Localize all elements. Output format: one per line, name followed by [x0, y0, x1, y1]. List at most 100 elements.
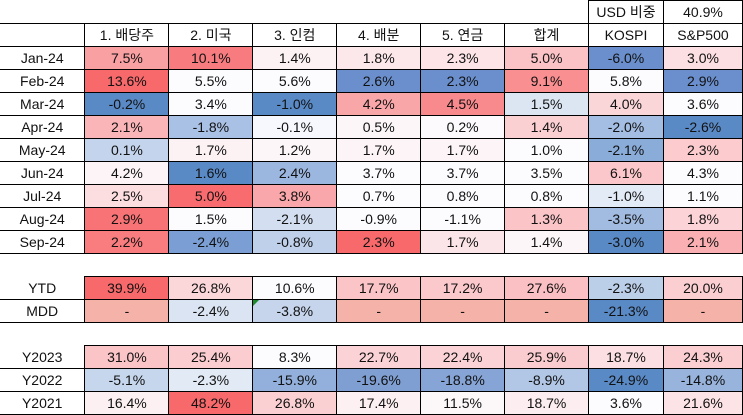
row-label[interactable]: Y2021 [0, 391, 85, 415]
value-cell[interactable]: 3.0% [662, 46, 743, 70]
value-cell[interactable]: -1.8% [168, 115, 254, 139]
row-label[interactable]: YTD [0, 276, 85, 300]
value-cell[interactable]: 9.1% [504, 69, 589, 93]
value-cell[interactable]: 25.9% [504, 345, 589, 369]
row-label[interactable]: Jun-24 [0, 161, 85, 185]
row-label[interactable]: Sep-24 [0, 230, 85, 254]
row-label[interactable]: Aug-24 [0, 207, 85, 231]
value-cell[interactable]: 5.6% [252, 69, 338, 93]
value-cell[interactable]: -3.5% [588, 207, 664, 231]
cell[interactable] [253, 1, 337, 24]
value-cell[interactable]: 3.4% [168, 92, 254, 116]
value-cell[interactable]: -3.8% [252, 299, 338, 323]
value-cell[interactable]: -8.9% [504, 368, 589, 392]
value-cell[interactable]: 4.2% [84, 161, 170, 185]
column-header[interactable]: 합계 [504, 23, 589, 47]
value-cell[interactable]: - [504, 299, 589, 323]
value-cell[interactable]: -2.1% [588, 138, 664, 162]
value-cell[interactable]: 1.2% [252, 138, 338, 162]
cell[interactable] [421, 1, 505, 24]
value-cell[interactable]: -1.0% [588, 184, 664, 208]
value-cell[interactable]: 0.1% [84, 138, 170, 162]
cell[interactable] [169, 1, 253, 24]
value-cell[interactable]: 1.6% [168, 161, 254, 185]
value-cell[interactable]: 3.7% [336, 161, 422, 185]
value-cell[interactable]: 1.1% [662, 184, 743, 208]
value-cell[interactable]: 11.5% [420, 391, 506, 415]
value-cell[interactable]: 2.1% [84, 115, 170, 139]
value-cell[interactable]: 1.7% [420, 138, 506, 162]
value-cell[interactable]: -2.0% [588, 115, 664, 139]
value-cell[interactable]: 2.9% [84, 207, 170, 231]
value-cell[interactable]: -14.8% [662, 368, 743, 392]
value-cell[interactable]: 1.4% [504, 115, 589, 139]
value-cell[interactable]: -15.9% [252, 368, 338, 392]
value-cell[interactable]: 5.0% [168, 184, 254, 208]
value-cell[interactable]: 17.2% [420, 276, 506, 300]
value-cell[interactable]: -3.0% [588, 230, 664, 254]
value-cell[interactable]: -5.1% [84, 368, 170, 392]
value-cell[interactable]: 16.4% [84, 391, 170, 415]
row-label[interactable]: May-24 [0, 138, 85, 162]
value-cell[interactable]: 3.8% [252, 184, 338, 208]
column-header[interactable]: 3. 인컴 [252, 23, 338, 47]
value-cell[interactable]: -6.0% [588, 46, 664, 70]
value-cell[interactable]: 4.3% [662, 161, 743, 185]
value-cell[interactable]: 2.6% [336, 69, 422, 93]
value-cell[interactable]: -0.1% [252, 115, 338, 139]
value-cell[interactable]: -2.3% [588, 276, 664, 300]
value-cell[interactable]: 5.5% [168, 69, 254, 93]
row-label[interactable]: Jan-24 [0, 46, 85, 70]
value-cell[interactable]: 10.1% [168, 46, 254, 70]
value-cell[interactable]: 2.3% [662, 138, 743, 162]
value-cell[interactable]: 26.8% [168, 276, 254, 300]
value-cell[interactable]: -2.3% [168, 368, 254, 392]
spacer-cell[interactable] [0, 254, 743, 277]
value-cell[interactable]: 0.5% [336, 115, 422, 139]
value-cell[interactable]: 5.8% [588, 69, 664, 93]
value-cell[interactable]: 26.8% [252, 391, 338, 415]
value-cell[interactable]: 8.3% [252, 345, 338, 369]
row-label[interactable]: Mar-24 [0, 92, 85, 116]
value-cell[interactable]: 2.9% [662, 69, 743, 93]
value-cell[interactable]: 2.1% [662, 230, 743, 254]
value-cell[interactable]: 22.7% [336, 345, 422, 369]
value-cell[interactable]: 2.5% [84, 184, 170, 208]
value-cell[interactable]: 3.7% [420, 161, 506, 185]
value-cell[interactable]: 2.4% [252, 161, 338, 185]
value-cell[interactable]: 22.4% [420, 345, 506, 369]
cell[interactable] [0, 1, 85, 24]
value-cell[interactable]: 5.0% [504, 46, 589, 70]
value-cell[interactable]: 3.6% [662, 92, 743, 116]
value-cell[interactable]: 4.0% [588, 92, 664, 116]
value-cell[interactable]: -0.2% [84, 92, 170, 116]
value-cell[interactable]: 20.0% [662, 276, 743, 300]
value-cell[interactable]: -21.3% [588, 299, 664, 323]
value-cell[interactable]: -2.1% [252, 207, 338, 231]
value-cell[interactable]: -2.4% [168, 230, 254, 254]
cell[interactable] [85, 1, 169, 24]
value-cell[interactable]: 27.6% [504, 276, 589, 300]
value-cell[interactable]: 10.6% [252, 276, 338, 300]
value-cell[interactable]: 1.8% [662, 207, 743, 231]
value-cell[interactable]: - [420, 299, 506, 323]
value-cell[interactable]: 39.9% [84, 276, 170, 300]
value-cell[interactable]: 2.3% [420, 69, 506, 93]
column-header[interactable]: 1. 배당주 [84, 23, 170, 47]
value-cell[interactable]: 25.4% [168, 345, 254, 369]
spacer-cell[interactable] [0, 323, 743, 346]
value-cell[interactable]: 0.2% [420, 115, 506, 139]
value-cell[interactable]: 1.7% [336, 138, 422, 162]
value-cell[interactable]: 1.0% [504, 138, 589, 162]
column-header[interactable]: KOSPI [588, 23, 664, 47]
row-label[interactable]: Jul-24 [0, 184, 85, 208]
row-label[interactable]: Y2023 [0, 345, 85, 369]
value-cell[interactable]: - [662, 299, 743, 323]
value-cell[interactable]: 31.0% [84, 345, 170, 369]
value-cell[interactable]: -24.9% [588, 368, 664, 392]
value-cell[interactable]: 4.5% [420, 92, 506, 116]
value-cell[interactable]: -0.8% [252, 230, 338, 254]
usd-ratio-value[interactable]: 40.9% [662, 0, 743, 24]
value-cell[interactable]: 0.8% [420, 184, 506, 208]
value-cell[interactable]: -18.8% [420, 368, 506, 392]
